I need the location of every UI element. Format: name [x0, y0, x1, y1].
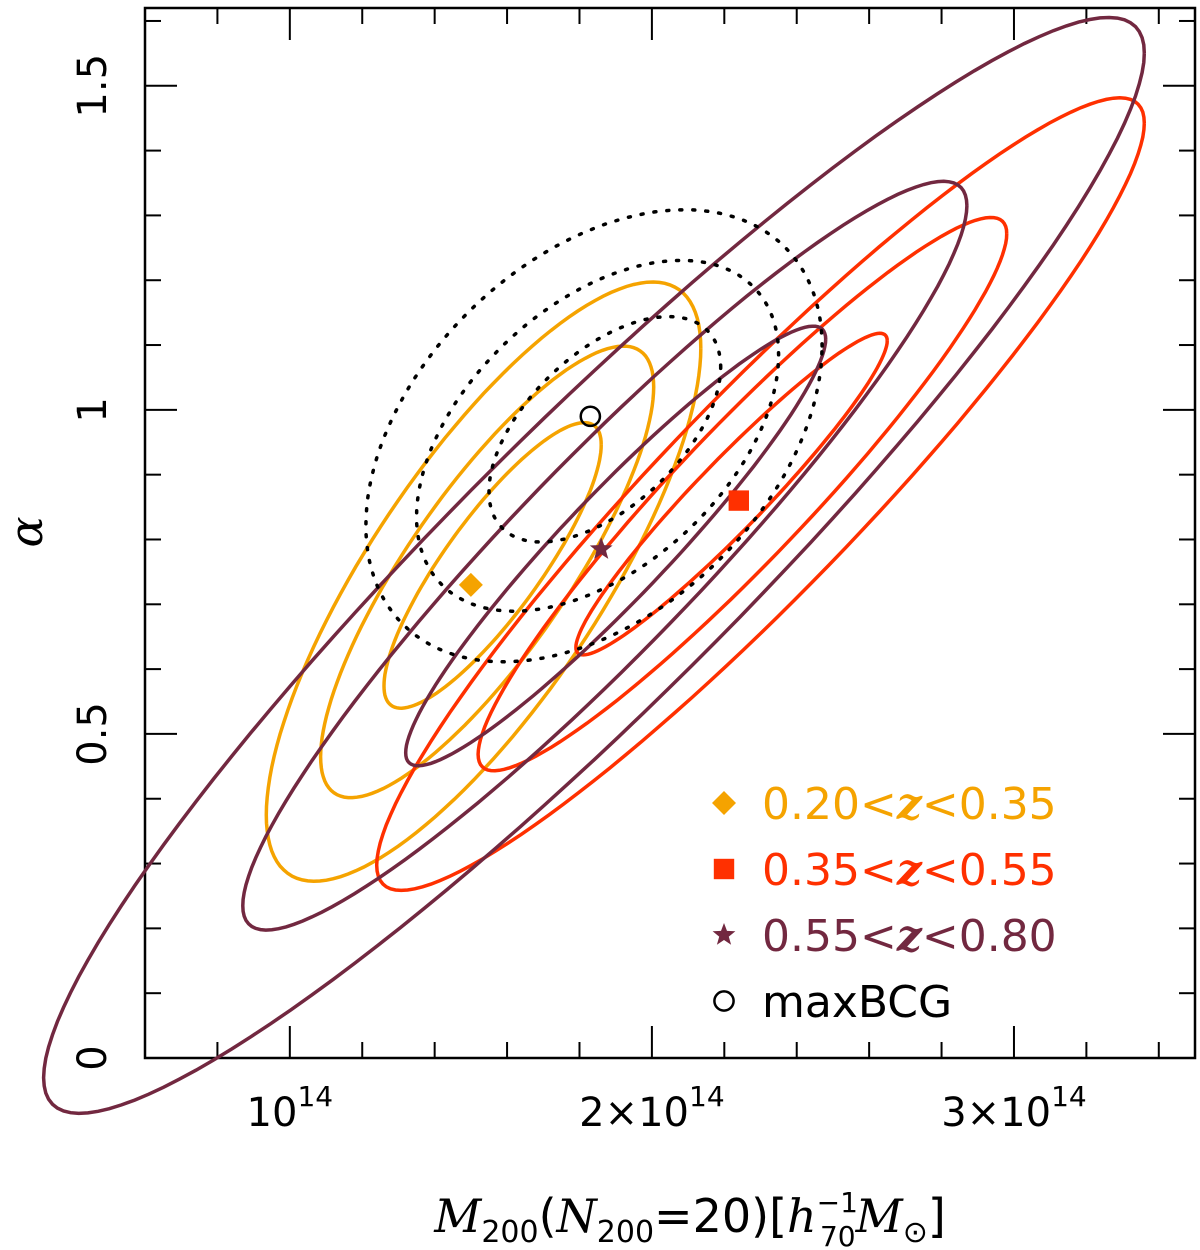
contour-2-1	[574, 331, 889, 657]
x-tick-labels: 1014 2×1014 3×1014	[247, 1080, 1087, 1136]
y-axis-label: α	[0, 516, 53, 547]
minor-ticks	[144, 8, 1195, 1058]
point-4	[579, 405, 602, 428]
contour-1-3	[264, 280, 703, 883]
contour-4-2	[414, 258, 781, 613]
legend-label-4: maxBCG	[762, 977, 952, 1028]
legend: 0.20<z<0.35 0.35<z<0.55 0.55<z<0.80 maxBCG	[712, 779, 1057, 1028]
contour-2-2	[476, 215, 1009, 773]
y-tick-labels: 0 0.5 1 1.5	[70, 54, 116, 1071]
legend-label-3: 0.55<z<0.80	[762, 911, 1057, 962]
legend-label-1: 0.20<z<0.35	[762, 779, 1057, 830]
x-axis-label: M200(N200=20)[h−1 70M⊙]	[433, 1186, 946, 1250]
contour-4-3	[364, 208, 824, 664]
y-tick-label: 1.5	[70, 54, 116, 118]
legend-marker-2	[713, 858, 735, 880]
y-tick-label: 0	[70, 1045, 116, 1070]
legend-marker-3	[712, 923, 736, 945]
point-1	[458, 572, 483, 597]
contour-3-2	[241, 179, 969, 932]
x-tick-label: 3×1014	[941, 1080, 1087, 1136]
x-tick-label: 1014	[247, 1080, 334, 1136]
point-3	[589, 537, 613, 559]
point-2	[728, 490, 749, 511]
plot-frame	[143, 6, 1197, 1060]
contour-4-1	[487, 314, 723, 544]
legend-label-2: 0.35<z<0.55	[762, 845, 1057, 896]
major-ticks	[145, 8, 1195, 1059]
x-tick-label: 2×1014	[579, 1080, 725, 1136]
contours	[41, 15, 1147, 1116]
contour-2-3	[374, 96, 1147, 893]
y-tick-label: 1	[70, 397, 116, 422]
contour-3-3	[41, 15, 1147, 1116]
y-tick-label: 0.5	[70, 702, 116, 766]
legend-marker-1	[712, 791, 736, 815]
markers	[458, 405, 749, 597]
contour-1-1	[382, 420, 603, 710]
legend-marker-4	[713, 990, 735, 1012]
